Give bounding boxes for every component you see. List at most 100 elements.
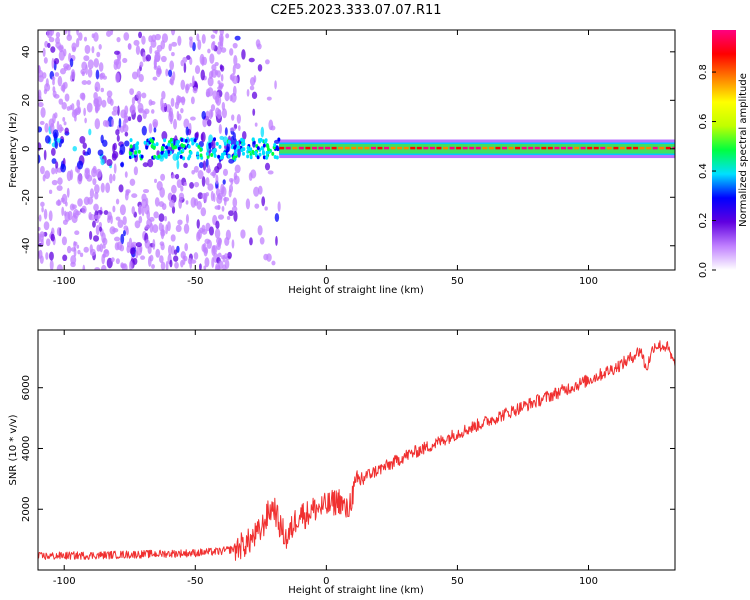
heatmap-cell xyxy=(84,44,91,54)
heatmap-cell xyxy=(213,137,217,142)
heatmap-cell xyxy=(225,33,230,39)
heatmap-cell xyxy=(76,37,80,48)
heatmap-cell xyxy=(199,153,203,158)
heatmap-cell xyxy=(177,146,181,151)
signal-peak-cell xyxy=(554,146,560,150)
heatmap-cell xyxy=(122,215,127,226)
heatmap-cell xyxy=(145,54,152,62)
heatmap-cell xyxy=(55,31,61,38)
heatmap-cell xyxy=(264,139,268,144)
signal-peak-cell xyxy=(469,146,475,150)
heatmap-cell xyxy=(242,138,246,143)
heatmap-cell xyxy=(51,158,57,164)
heatmap-cell xyxy=(128,116,132,122)
heatmap-cell xyxy=(50,233,55,242)
heatmap-cell xyxy=(215,141,219,146)
heatmap-cell xyxy=(142,162,149,168)
heatmap-cell xyxy=(105,30,112,37)
signal-peak-cell xyxy=(528,146,534,150)
heatmap-cell xyxy=(232,42,238,49)
heatmap-cell xyxy=(241,151,245,156)
heatmap-cell xyxy=(261,146,265,151)
heatmap-cell xyxy=(71,46,76,53)
spectrogram-y-label: Frequency (Hz) xyxy=(8,112,19,188)
x-tick-label: 100 xyxy=(579,276,598,287)
signal-peak-cell xyxy=(331,146,337,150)
heatmap-cell xyxy=(231,239,235,249)
heatmap-cell xyxy=(170,234,176,242)
heatmap-cell xyxy=(171,174,176,179)
heatmap-cell xyxy=(228,158,235,164)
signal-peak-cell xyxy=(600,146,606,150)
spectrogram-x-ticks: -100 -50 0 50 100 xyxy=(53,30,598,287)
heatmap-cell xyxy=(224,253,228,260)
signal-peak-cell xyxy=(298,146,304,150)
heatmap-cell xyxy=(131,193,138,198)
heatmap-cell xyxy=(214,61,219,67)
heatmap-cell xyxy=(245,198,251,210)
heatmap-cell xyxy=(52,79,55,86)
heatmap-cell xyxy=(83,55,90,62)
heatmap-cell xyxy=(48,189,53,194)
heatmap-cell xyxy=(116,134,120,142)
heatmap-cell xyxy=(120,263,127,269)
signal-peak-cell xyxy=(305,146,311,150)
snr-frame xyxy=(37,329,676,571)
heatmap-cell xyxy=(228,188,232,198)
heatmap-cell xyxy=(141,206,145,217)
heatmap-cell xyxy=(208,134,214,144)
spectrogram-x-label: Height of straight line (km) xyxy=(288,285,424,296)
heatmap-cell xyxy=(171,245,175,255)
heatmap-cell xyxy=(89,230,93,240)
heatmap-cell xyxy=(201,176,206,187)
y-tick-label: 6000 xyxy=(21,375,32,400)
heatmap-cell xyxy=(49,30,55,36)
heatmap-cell xyxy=(266,96,272,101)
heatmap-cell xyxy=(208,109,213,120)
heatmap-cell xyxy=(126,245,131,254)
heatmap-cell xyxy=(228,210,234,217)
heatmap-cell xyxy=(208,226,214,236)
x-tick-label: -100 xyxy=(53,276,76,287)
heatmap-cell xyxy=(234,164,241,174)
signal-peak-cell xyxy=(410,146,416,150)
heatmap-cell xyxy=(136,90,142,100)
heatmap-cell xyxy=(158,213,165,222)
heatmap-cell xyxy=(176,159,180,170)
heatmap-cell xyxy=(151,264,155,269)
signal-peak-cell xyxy=(534,146,540,150)
heatmap-cell xyxy=(123,229,126,237)
heatmap-cell xyxy=(257,185,263,195)
heatmap-cell xyxy=(196,151,200,156)
heatmap-cell xyxy=(274,212,280,223)
heatmap-cell xyxy=(109,173,113,184)
heatmap-cell xyxy=(274,80,277,90)
heatmap-cell xyxy=(183,181,188,187)
heatmap-cell xyxy=(182,143,186,148)
heatmap-cell xyxy=(217,41,222,47)
heatmap-cell xyxy=(210,41,215,51)
heatmap-cell xyxy=(54,140,59,149)
heatmap-cell xyxy=(262,155,266,160)
heatmap-cell xyxy=(42,47,46,57)
heatmap-cell xyxy=(252,140,256,145)
heatmap-cell xyxy=(38,226,41,231)
heatmap-cell xyxy=(214,69,219,76)
signal-peak-cell xyxy=(606,146,612,150)
heatmap-cell xyxy=(38,126,43,133)
heatmap-cell xyxy=(94,214,100,220)
heatmap-cell xyxy=(139,61,144,68)
heatmap-cell xyxy=(271,151,275,156)
heatmap-cell xyxy=(265,155,269,160)
heatmap-cell xyxy=(51,57,55,69)
heatmap-cell xyxy=(218,124,222,135)
heatmap-cell xyxy=(141,35,146,45)
heatmap-cell xyxy=(41,206,44,213)
heatmap-cell xyxy=(124,171,128,178)
heatmap-cell xyxy=(196,33,200,42)
heatmap-cell xyxy=(81,80,88,85)
signal-peak-cell xyxy=(456,146,462,150)
heatmap-cell xyxy=(226,215,231,221)
heatmap-cell xyxy=(141,193,147,202)
heatmap-cell xyxy=(205,177,210,186)
